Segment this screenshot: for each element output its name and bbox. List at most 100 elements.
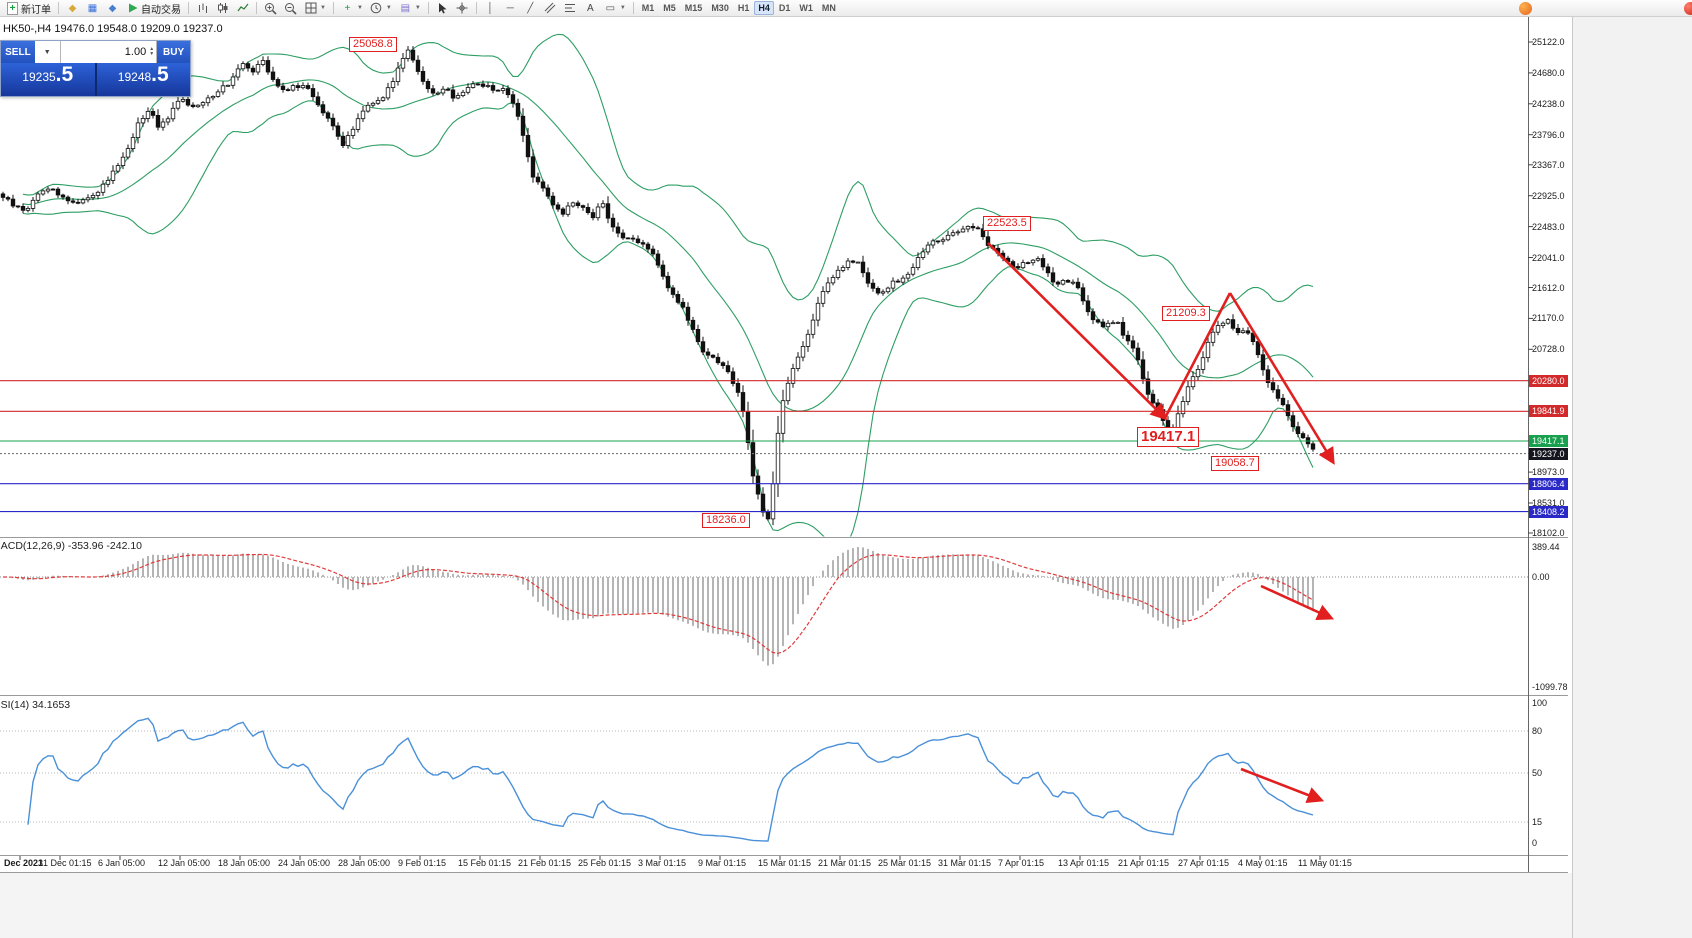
macd-axis-label: 389.44	[1532, 542, 1560, 552]
market-watch-button[interactable]: ▦	[83, 1, 102, 16]
time-axis-label: 9 Mar 01:15	[698, 858, 747, 868]
autotrading-button[interactable]: 自动交易	[123, 1, 184, 16]
horizontal-line-icon: ─	[506, 2, 514, 14]
time-axis-label: 21 Feb 01:15	[518, 858, 572, 868]
volume-spinner[interactable]: ▲ ▼	[149, 46, 155, 57]
price-annotation[interactable]: 22523.5	[983, 216, 1031, 231]
navigator-button[interactable]: ◆	[103, 1, 122, 16]
timeframe-d1-button[interactable]: D1	[778, 3, 791, 13]
toolbar: + 新订单 ◆ ▦ ◆ 自动交易 ▼ + ▼ ▼ ▤ ▼ │ ─ ╱ A ▭ ▼ M1 M5 M15 M30 H1 H4 D1 W…	[0, 0, 1692, 17]
autotrading-icon	[126, 2, 139, 15]
time-axis-label: 6 Jan 05:00	[98, 858, 146, 868]
time-axis-label: 25 Feb 01:15	[578, 858, 632, 868]
chevron-down-icon: ▼	[385, 5, 392, 11]
time-axis-label: Dec 2021	[4, 858, 44, 868]
cursor-button[interactable]	[433, 1, 452, 16]
shapes-icon: ▭	[605, 2, 616, 14]
macd-panel	[0, 547, 1528, 666]
candlestick-button[interactable]	[213, 1, 232, 16]
time-axis-label: 9 Feb 01:15	[398, 858, 447, 868]
toolbar-separator	[188, 2, 189, 14]
price-axis-label: 23796.0	[1532, 129, 1565, 140]
community-icon[interactable]	[1519, 2, 1532, 15]
time-axis-label: 3 Mar 01:15	[638, 858, 687, 868]
zoom-in-icon	[264, 2, 277, 15]
chevron-down-icon: ▼	[43, 48, 51, 56]
chevron-down-icon: ▼	[414, 5, 421, 11]
zoom-in-button[interactable]	[261, 1, 280, 16]
timeframe-w1-button[interactable]: W1	[799, 3, 813, 13]
timeframe-m30-button[interactable]: M30	[711, 3, 729, 13]
rsi-panel	[0, 717, 1528, 842]
time-axis-label: 25 Mar 01:15	[878, 858, 932, 868]
macd-axis-label: -1099.78	[1532, 682, 1568, 692]
timeframe-m5-button[interactable]: M5	[663, 3, 676, 13]
chart-ohlc-header: HK50-,H4 19476.0 19548.0 19209.0 19237.0	[3, 23, 223, 35]
toolbar-separator	[475, 2, 477, 14]
vertical-line-button[interactable]: │	[481, 1, 500, 16]
rsi-indicator-label: RSI(14) 34.1653	[0, 699, 71, 711]
crosshair-icon	[456, 2, 469, 15]
chart-canvas[interactable]	[0, 0, 1568, 874]
panel-frames	[0, 17, 1568, 873]
crosshair-button[interactable]	[453, 1, 472, 16]
price-axis-label: 18531.0	[1532, 498, 1565, 508]
rsi-axis-label: 80	[1532, 726, 1543, 736]
timeframe-m15-button[interactable]: M15	[684, 3, 703, 13]
price-annotation[interactable]: 25058.8	[349, 37, 397, 52]
time-axis-label: 31 Dec 01:15	[38, 858, 92, 868]
sell-label[interactable]: SELL	[1, 41, 35, 63]
horizontal-line-button[interactable]: ─	[501, 1, 520, 16]
toolbar-separator	[332, 2, 334, 14]
autotrading-button-label: 自动交易	[141, 4, 181, 16]
navigator-icon: ◆	[108, 2, 117, 14]
channel-button[interactable]	[541, 1, 560, 16]
shapes-button[interactable]: ▭ ▼	[601, 1, 629, 16]
time-axis-label: 15 Feb 01:15	[458, 858, 512, 868]
line-chart-button[interactable]	[233, 1, 252, 16]
text-button[interactable]: A	[581, 1, 600, 16]
time-axis-label: 13 Apr 01:15	[1058, 858, 1110, 868]
workspace-background-right	[1572, 17, 1692, 938]
price-axis-label: 21612.0	[1532, 282, 1565, 293]
rsi-axis-label: 15	[1532, 817, 1543, 827]
indicators-button[interactable]: + ▼	[338, 1, 366, 16]
price-annotation[interactable]: 19058.7	[1211, 456, 1259, 471]
fibonacci-button[interactable]	[561, 1, 580, 16]
timeframe-mn-button[interactable]: MN	[821, 3, 836, 13]
price-axis-label: 22925.0	[1532, 190, 1565, 201]
trendline-button[interactable]: ╱	[521, 1, 540, 16]
trend-arrows[interactable]	[987, 242, 1335, 803]
time-axis-label: 21 Mar 01:15	[818, 858, 872, 868]
tile-windows-icon	[304, 2, 317, 15]
volume-input[interactable]: 1.00 ▲ ▼	[60, 41, 158, 63]
sell-price-button[interactable]: 19235.5	[1, 63, 95, 96]
tile-windows-button[interactable]: ▼	[301, 1, 329, 16]
templates-button[interactable]: ▤ ▼	[396, 1, 424, 16]
periods-button[interactable]: ▼	[367, 1, 395, 16]
buy-label[interactable]: BUY	[157, 41, 190, 63]
price-badge-resistance: 19841.9	[1529, 405, 1568, 418]
chevron-down-icon: ▼	[619, 5, 626, 11]
time-axis-label: 28 Jan 05:00	[338, 858, 391, 868]
bar-chart-button[interactable]	[193, 1, 212, 16]
metaeditor-button[interactable]: ◆	[63, 1, 82, 16]
toolbar-separator	[632, 2, 634, 14]
timeframe-h1-button[interactable]: H1	[737, 3, 750, 13]
time-axis-label: 24 Jan 05:00	[278, 858, 331, 868]
zoom-out-button[interactable]	[281, 1, 300, 16]
price-axis-label: 24680.0	[1532, 67, 1565, 78]
workspace-background-bottom	[0, 873, 1572, 938]
price-annotation[interactable]: 21209.3	[1162, 306, 1210, 321]
new-order-button[interactable]: + 新订单	[3, 1, 54, 16]
buy-price-button[interactable]: 19248.5	[96, 63, 190, 96]
order-type-dropdown[interactable]: ▼	[34, 41, 61, 63]
price-annotation[interactable]: 18236.0	[702, 513, 750, 528]
timeframe-h4-button[interactable]: H4	[754, 1, 774, 15]
price-annotation[interactable]: 19417.1	[1137, 427, 1200, 447]
trendline-icon: ╱	[527, 2, 534, 14]
buy-price: 19248	[117, 70, 152, 84]
timeframe-m1-button[interactable]: M1	[641, 3, 655, 13]
time-axis-label: 7 Apr 01:15	[998, 858, 1045, 868]
